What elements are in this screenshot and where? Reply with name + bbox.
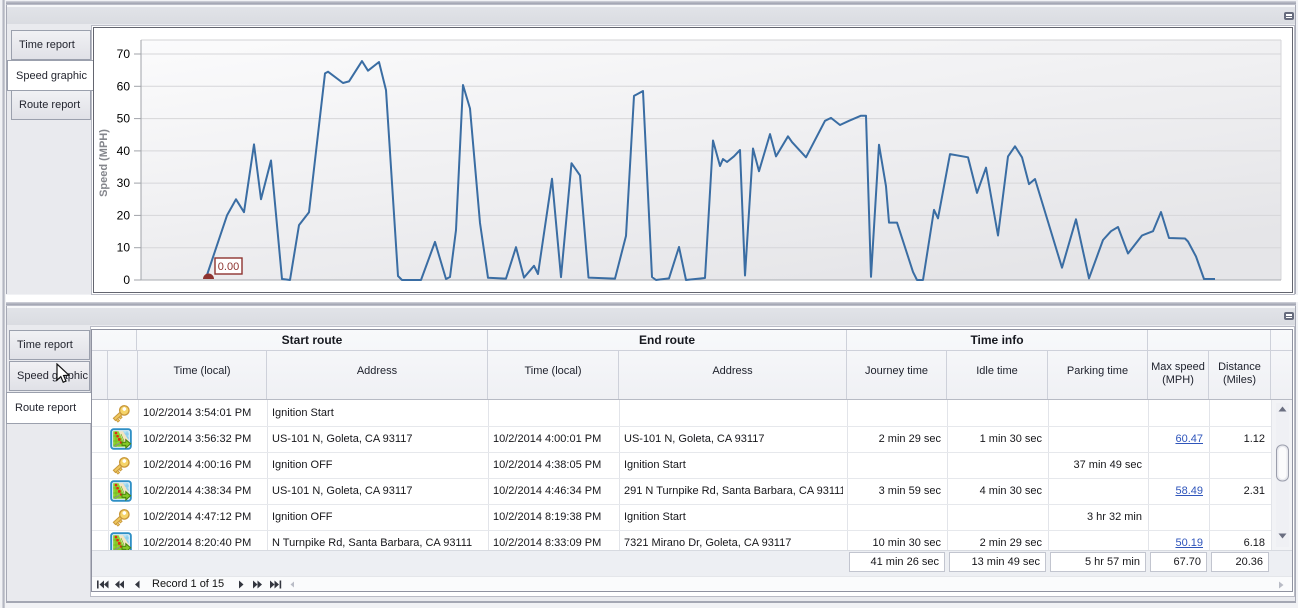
svg-text:40: 40 <box>117 144 131 158</box>
svg-text:60: 60 <box>117 79 131 93</box>
svg-text:70: 70 <box>117 47 131 61</box>
svg-text:0.00: 0.00 <box>218 261 239 273</box>
svg-text:0: 0 <box>123 273 130 287</box>
svg-text:Speed (MPH): Speed (MPH) <box>98 129 110 197</box>
svg-text:50: 50 <box>117 112 131 126</box>
svg-text:20: 20 <box>117 208 131 222</box>
svg-text:10: 10 <box>117 241 131 255</box>
svg-text:30: 30 <box>117 176 131 190</box>
